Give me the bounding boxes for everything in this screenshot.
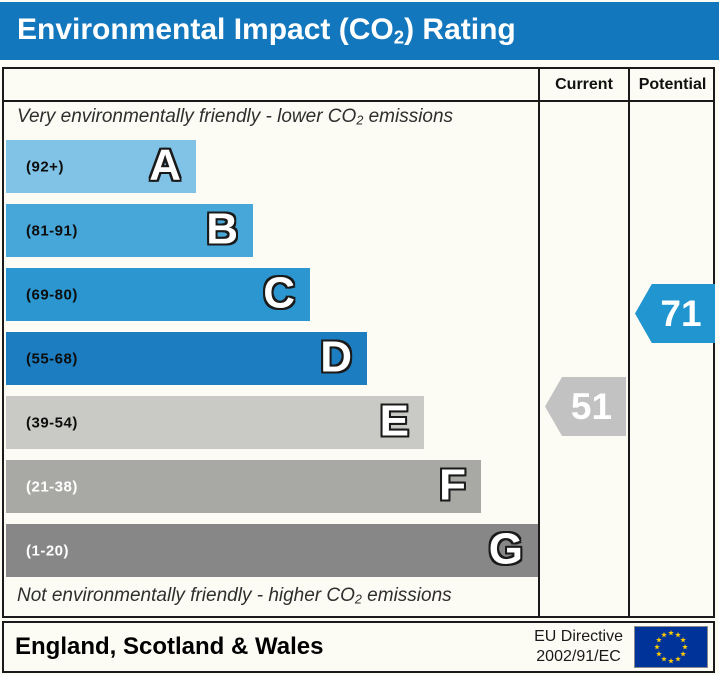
- potential-rating-value: 71: [660, 292, 702, 334]
- band-c: (69-80) C: [6, 268, 310, 321]
- band-e: (39-54) E: [6, 396, 424, 449]
- top-note-text: Very environmentally friendly - lower CO: [17, 106, 357, 127]
- band-a-range: (92+): [26, 158, 64, 175]
- band-e-range: (39-54): [26, 414, 78, 431]
- current-column-divider: [538, 69, 540, 616]
- bottom-note: Not environmentally friendly - higher CO…: [17, 585, 452, 607]
- page-title: Environmental Impact (CO2) Rating: [17, 13, 516, 49]
- title-text-post: ) Rating: [404, 13, 516, 47]
- eu-stars: [654, 630, 688, 664]
- band-g-range: (1-20): [26, 542, 70, 559]
- band-b-letter: B: [206, 204, 238, 254]
- band-g-letter: G: [488, 524, 523, 574]
- rating-chart-frame: Current Potential Very environmentally f…: [2, 67, 715, 618]
- eu-flag-icon: [634, 626, 708, 668]
- footer-bar: England, Scotland & Wales EU Directive 2…: [2, 621, 715, 673]
- bottom-note-subscript: 2: [354, 592, 362, 607]
- top-note-suffix: emissions: [363, 106, 454, 127]
- band-b: (81-91) B: [6, 204, 253, 257]
- band-d-range: (55-68): [26, 350, 78, 367]
- band-c-letter: C: [263, 268, 295, 318]
- band-b-range: (81-91): [26, 222, 78, 239]
- potential-column-header: Potential: [638, 75, 707, 93]
- region-label: England, Scotland & Wales: [15, 633, 324, 660]
- band-f-letter: F: [439, 460, 466, 510]
- eu-directive-line1: EU Directive: [534, 628, 623, 645]
- band-e-letter: E: [379, 396, 409, 446]
- band-a-letter: A: [149, 140, 181, 190]
- title-text-pre: Environmental Impact (CO: [17, 13, 394, 47]
- current-rating-value: 51: [570, 385, 613, 427]
- eu-directive-line2: 2002/91/EC: [536, 648, 621, 665]
- band-c-range: (69-80): [26, 286, 78, 303]
- chart-title-bar: Environmental Impact (CO2) Rating: [0, 2, 719, 60]
- band-f-range: (21-38): [26, 478, 78, 495]
- current-column-header: Current: [555, 75, 613, 93]
- current-rating-arrow: 51: [545, 377, 626, 436]
- band-g: (1-20) G: [6, 524, 538, 577]
- title-subscript: 2: [393, 26, 405, 48]
- eu-directive-label: EU Directive 2002/91/EC: [534, 627, 623, 667]
- top-note: Very environmentally friendly - lower CO…: [17, 106, 453, 128]
- band-d: (55-68) D: [6, 332, 367, 385]
- potential-column-divider: [628, 69, 630, 616]
- band-a: (92+) A: [6, 140, 196, 193]
- bottom-note-text: Not environmentally friendly - higher CO: [17, 585, 355, 606]
- column-header-row: Current Potential: [4, 69, 713, 102]
- top-note-subscript: 2: [356, 113, 364, 128]
- potential-rating-arrow: 71: [635, 284, 715, 343]
- bottom-note-suffix: emissions: [361, 585, 452, 606]
- band-d-letter: D: [320, 332, 352, 382]
- band-f: (21-38) F: [6, 460, 481, 513]
